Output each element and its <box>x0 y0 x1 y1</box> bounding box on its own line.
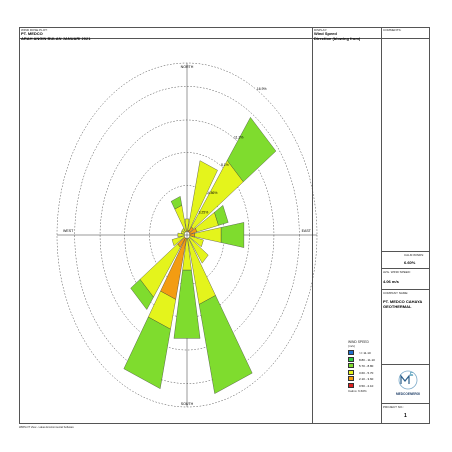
legend-title: WIND SPEED <box>348 340 369 344</box>
legend-label: 8.80 - 11.10 <box>359 357 375 362</box>
panel-divider <box>381 27 382 424</box>
comments-label: COMMENTS: <box>383 28 402 32</box>
header-divider <box>19 38 430 39</box>
software-credit: WRPLOT View - Lakes Environmental Softwa… <box>19 426 74 429</box>
petal-nnw-segment-1 <box>174 204 187 233</box>
plot-title: ARAH ANGIN BULAN JANUARI 2021 <box>21 36 91 41</box>
petal-ne-segment-3 <box>226 117 277 183</box>
display-line1: Wind Speed <box>314 31 337 36</box>
petal-s-segment-2 <box>173 269 201 339</box>
panel-line-calm-top <box>381 251 430 252</box>
petal-se-segment-1 <box>188 236 209 264</box>
company-name-line2: GEOTHERMAL <box>383 304 412 309</box>
svg-text:E: E <box>410 372 414 378</box>
legend-swatch <box>348 356 354 362</box>
ring-label-2: 4.86% <box>208 191 218 195</box>
logo-text: MEDCOENERGI <box>396 392 420 396</box>
legend-label: 2.10 - 3.60 <box>359 377 374 381</box>
legend-swatch <box>348 369 354 375</box>
panel-line-speed-bottom <box>381 289 430 290</box>
rings <box>56 62 318 408</box>
avg-speed-value: 4.06 m/s <box>383 279 399 284</box>
display-divider <box>312 27 313 424</box>
calm-winds-label: CALM WINDS: <box>404 253 425 257</box>
ring-label-5: 16.9% <box>257 87 267 91</box>
ring-labels: 3.25% 4.86% 8.1% 11.3% 16.9% NORTH SOUTH WEST EA… <box>63 65 312 406</box>
petal-w-segment-1 <box>177 232 185 238</box>
project-no-label: PROJECT NO.: <box>383 405 404 409</box>
legend-label: 0.50 - 2.10 <box>359 383 374 388</box>
calms-text: Calms: 6.60% <box>348 389 367 393</box>
plot-label: WIND ROSE PLOT: <box>21 28 48 32</box>
petal-nw-segment-1 <box>181 228 186 234</box>
company-name-line1: PT. MEDCO CAHAYA <box>383 299 423 304</box>
legend-label: >= 11.10 <box>359 351 371 355</box>
legend-label: 5.70 - 8.80 <box>359 364 374 368</box>
petal-wnw-segment-1 <box>180 230 185 235</box>
ring-label-4: 11.3% <box>234 135 243 139</box>
panel-line-calm-bottom <box>381 268 430 269</box>
compass-east: EAST <box>302 229 312 233</box>
avg-speed-label: AVG. WIND SPEED: <box>383 270 411 274</box>
panel-line-logo-bottom <box>381 403 430 404</box>
company-name-label: COMPANY NAME: <box>383 291 409 295</box>
petal-e-segment-3 <box>220 222 245 248</box>
petal-sse-segment-2 <box>198 295 253 394</box>
ring-label-1: 3.25% <box>199 211 209 215</box>
petal-ese-segment-1 <box>189 235 204 248</box>
petal-n-segment-1 <box>184 218 190 232</box>
ring-label-3: 8.1% <box>221 163 229 167</box>
petal-ene-segment-3 <box>214 205 229 226</box>
plot-frame <box>19 27 430 424</box>
legend-swatch <box>348 350 354 355</box>
petal-nne-segment-2 <box>187 160 218 231</box>
petals <box>123 117 277 394</box>
medco-logo: E MEDCOENERGI <box>390 365 426 401</box>
petal-sw-segment-3 <box>130 279 154 310</box>
project-no-value: 1 <box>404 413 407 419</box>
panel-line-company-bottom <box>381 364 430 365</box>
calm-winds-value: 6.60% <box>404 260 416 265</box>
compass-north: NORTH <box>181 65 194 69</box>
legend-unit: (m/s) <box>348 344 355 348</box>
petal-nnw-segment-2 <box>170 196 183 210</box>
company-heading: PT. MEDCO <box>21 31 43 36</box>
legend-swatch <box>348 363 354 368</box>
petal-ssw-segment-3 <box>123 316 171 389</box>
legend-label: 3.60 - 5.70 <box>359 370 374 375</box>
display-label: DISPLAY: <box>314 28 328 32</box>
legend-swatch <box>348 382 354 388</box>
petal-wsw-segment-1 <box>171 235 185 247</box>
compass-south: SOUTH <box>181 402 194 406</box>
display-line2: Direction (blowing from) <box>314 36 361 41</box>
wind-rose-chart: 3.25% 4.86% 8.1% 11.3% 16.9% NORTH SOUTH WEST EA… <box>56 62 318 408</box>
legend-swatch <box>348 376 354 381</box>
compass-west: WEST <box>63 229 74 233</box>
